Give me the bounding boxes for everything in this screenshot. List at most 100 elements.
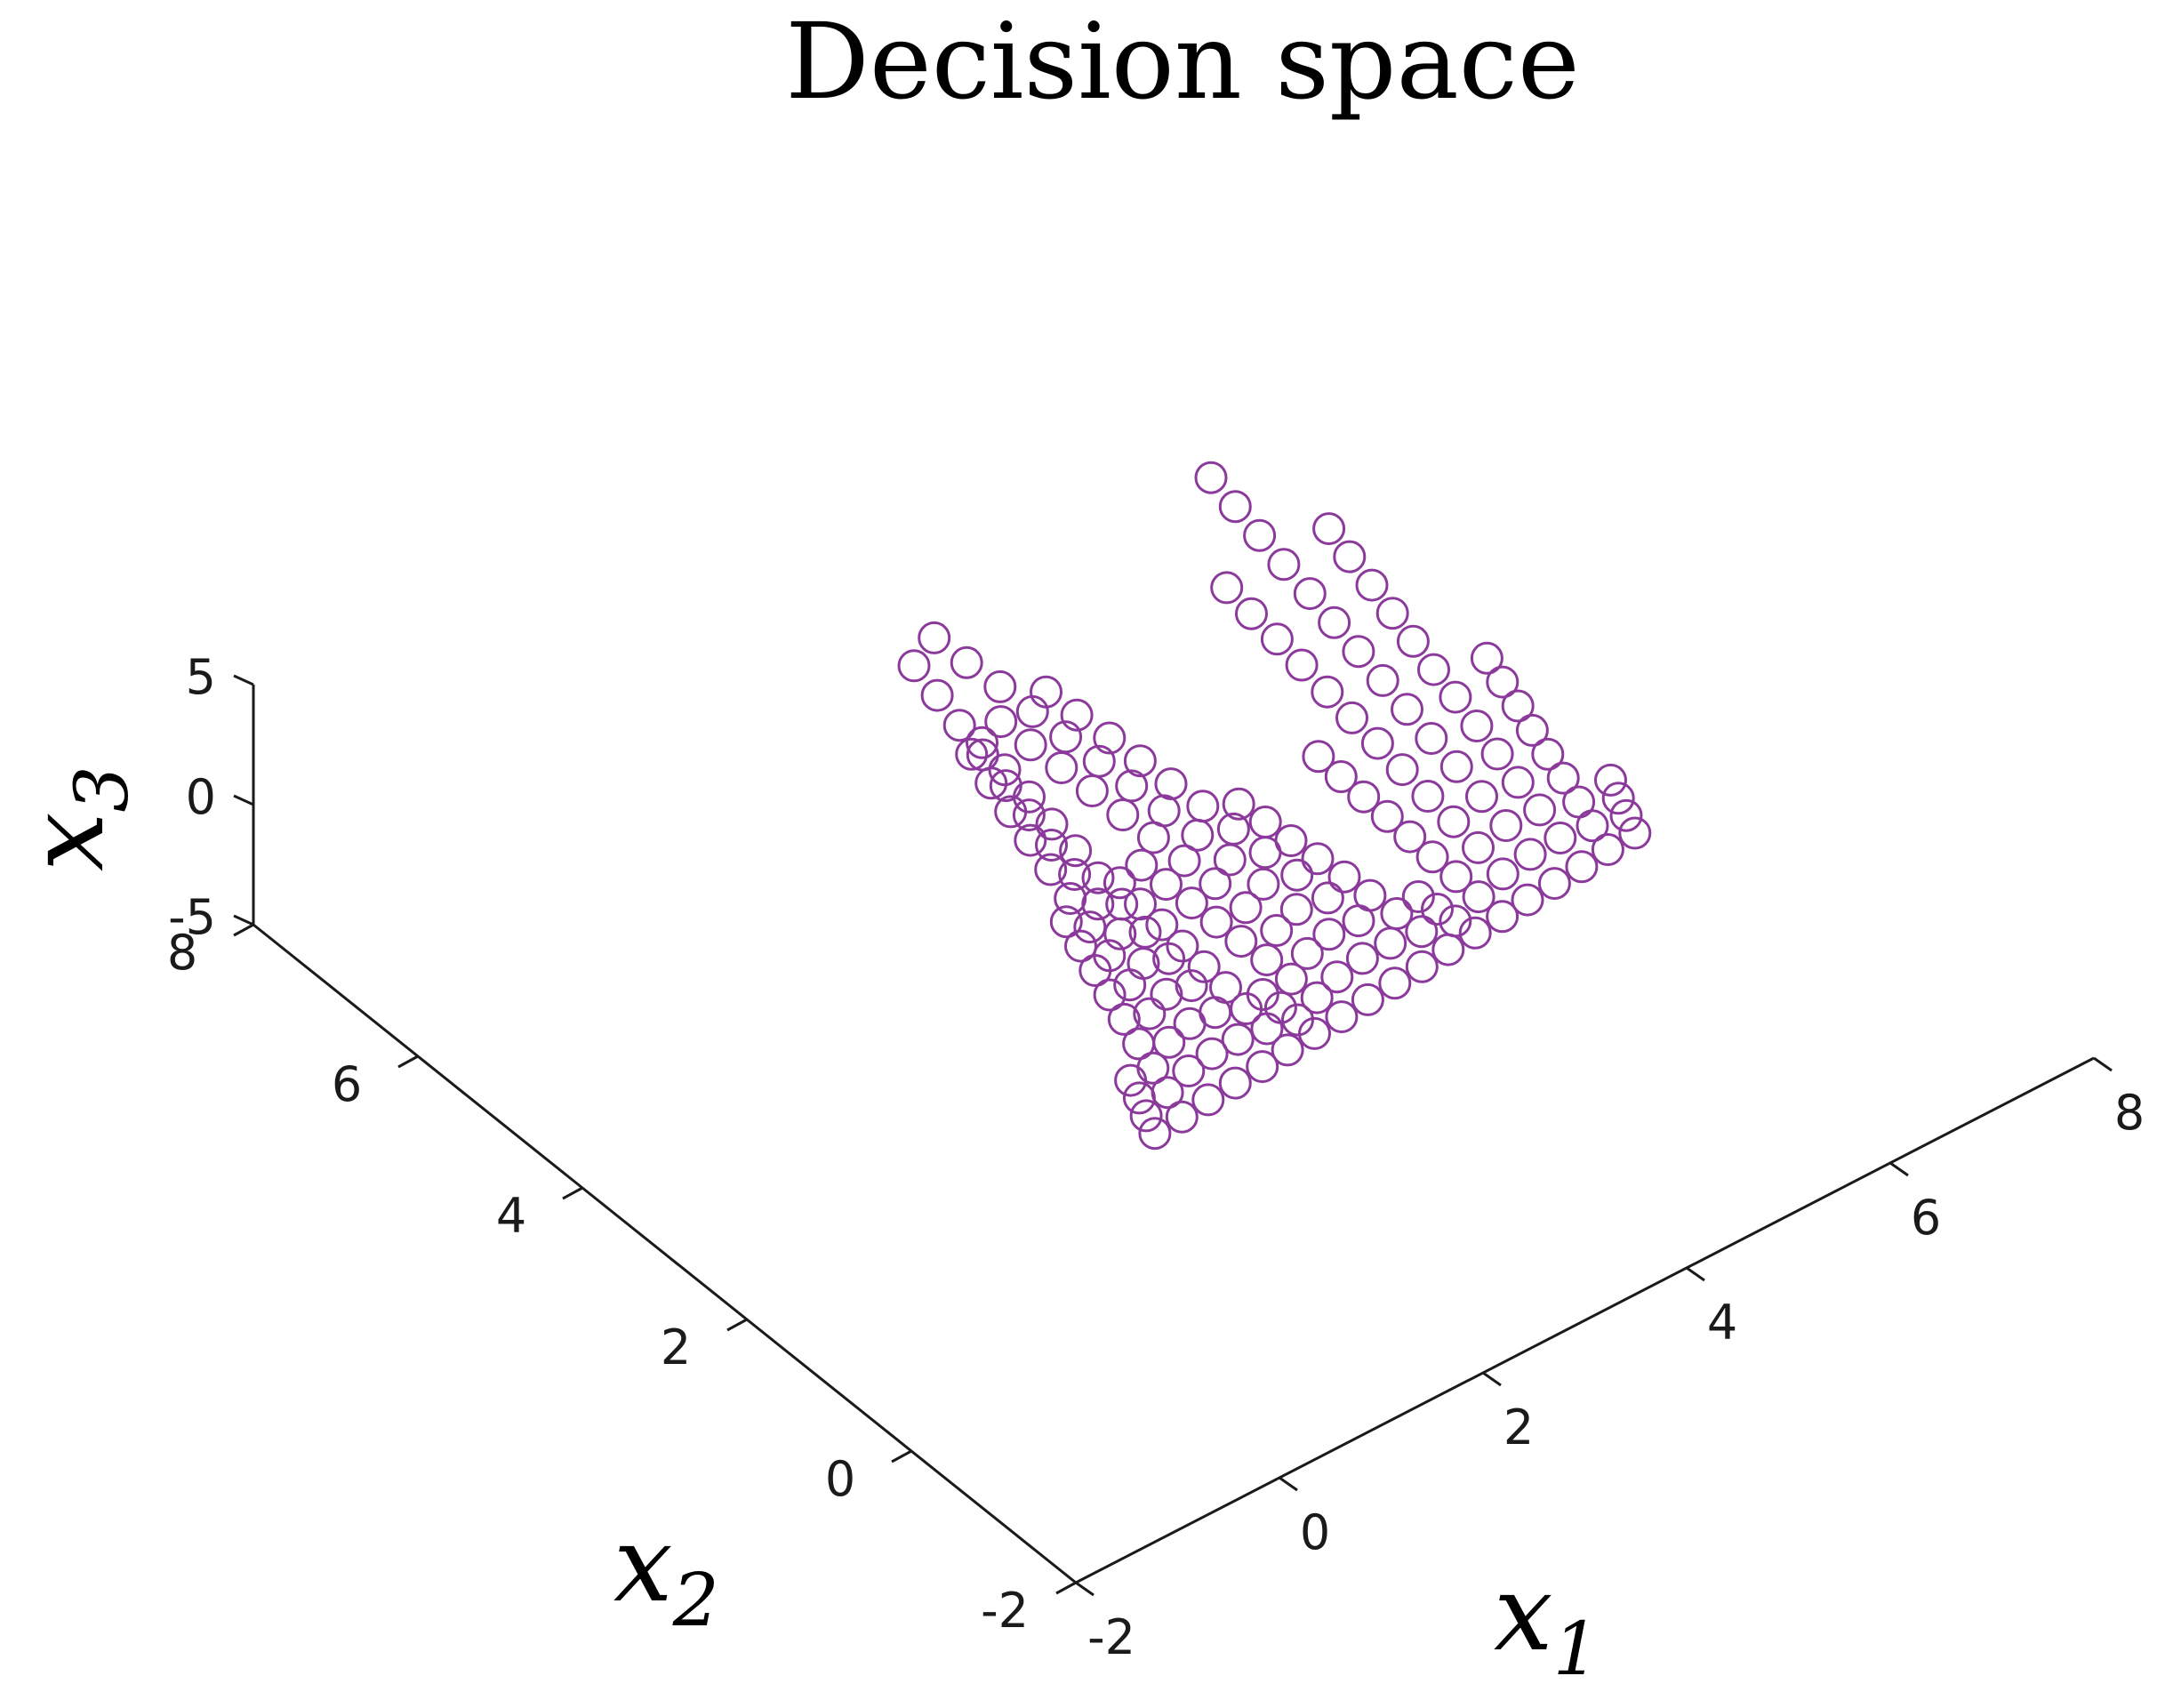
data-point [1274,962,1308,996]
data-point [1311,881,1344,915]
x3-tick [233,914,254,926]
data-point [1351,982,1384,1016]
data-point [1260,622,1294,656]
data-point [1075,774,1109,807]
data-point [1421,893,1454,926]
data-point [1049,905,1083,939]
data-point [1415,840,1449,874]
data-point [1405,950,1439,983]
data-point [1302,740,1335,774]
data-point [1209,971,1242,1005]
x3-tick-label: 5 [186,649,216,705]
data-point [897,649,931,683]
data-point [1150,868,1183,902]
data-point [1544,822,1577,854]
data-point [1093,721,1127,755]
data-point [1105,887,1139,921]
data-point [1267,548,1301,581]
data-point [1318,605,1351,639]
data-point [1152,1025,1186,1059]
data-point [1221,1022,1255,1056]
data-point [984,705,1018,739]
data-point [1546,761,1580,795]
data-point [1501,689,1535,723]
data-point [1325,1000,1359,1034]
data-point [1281,1003,1314,1037]
data-point [1486,900,1519,934]
data-point [1411,780,1445,813]
data-point [1248,806,1282,838]
data-point [1151,1076,1184,1110]
data-point [1059,834,1093,868]
x2-tick [233,923,254,937]
data-point [1458,916,1492,950]
data-point [1181,818,1215,852]
data-point [1129,1099,1163,1133]
data-point [920,678,954,712]
data-point [1138,1117,1172,1151]
x2-tick-label: -2 [981,1583,1029,1639]
data-point [1191,1083,1225,1117]
x2-tick [726,1318,748,1332]
data-point [1401,880,1435,913]
x1-tick [1279,1476,1298,1492]
data-point [1210,571,1244,605]
data-point [1601,782,1635,815]
x1-tick-label: 4 [1707,1295,1737,1351]
data-point [1058,858,1092,891]
data-point [1243,518,1277,552]
data-point [1460,710,1494,742]
data-point [1216,812,1250,846]
data-point [1246,978,1279,1011]
data-point [1218,1066,1252,1100]
data-point [1060,698,1094,732]
data-point [1480,737,1514,771]
data-point [1486,665,1519,699]
data-point [1014,823,1047,857]
data-point [1123,744,1157,778]
x3-tick [233,674,254,686]
data-point [1222,787,1255,821]
data-point [1247,867,1280,901]
data-point [1501,766,1535,799]
data-point [1073,910,1107,944]
data-point [1122,1081,1156,1115]
data-point [1360,726,1394,760]
x2-tick-label: 0 [825,1451,855,1507]
data-point [1594,763,1627,797]
data-point [1324,760,1358,793]
data-point [1045,751,1078,784]
data-point [1380,897,1414,930]
data-point [1465,780,1498,814]
x1-tick [1075,1581,1095,1597]
data-point [1213,843,1247,877]
data-point [1531,737,1565,771]
data-point [1175,886,1208,920]
x3-tick-label: -5 [168,889,216,945]
data-point [1439,750,1473,783]
data-point [1396,624,1430,658]
data-point [1194,461,1228,494]
data-point [1136,1051,1170,1085]
data-point [1103,866,1136,900]
x1-tick-label: 0 [1300,1504,1330,1560]
data-point [1124,887,1157,921]
data-point [1081,887,1115,921]
data-point [1187,950,1221,983]
data-point [1154,767,1188,801]
data-point [1300,981,1334,1014]
x1-tick-label: 6 [1911,1190,1941,1246]
data-point [1263,990,1297,1024]
data-point [1199,867,1232,901]
x3-tick-label: 0 [186,769,216,825]
x1-tick-label: -2 [1087,1609,1135,1665]
data-point [1511,883,1544,917]
data-point [1082,744,1116,778]
data-point [1229,891,1263,925]
data-point [1290,936,1324,970]
data-point [1054,882,1087,915]
data-point [1342,635,1375,669]
data-point [1081,861,1115,894]
data-point [1439,680,1472,714]
